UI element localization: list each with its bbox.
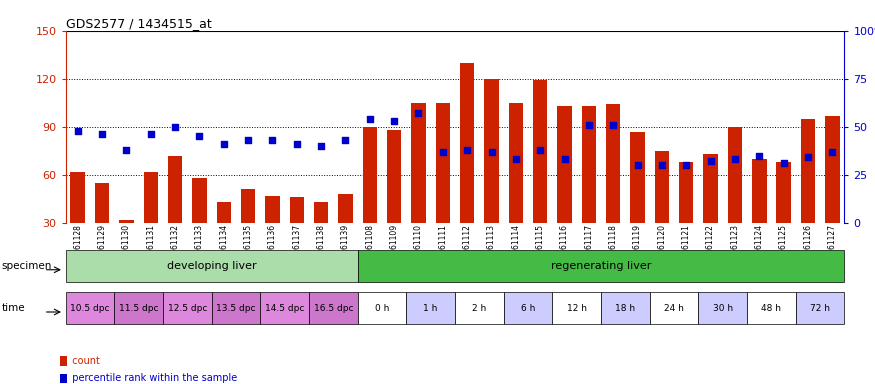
Bar (436, 103, 450, 271)
Point (387, 118, 401, 124)
Bar (484, 79, 499, 271)
Bar (654, 151, 669, 271)
Point (168, 124, 182, 130)
Point (631, 162, 645, 168)
Text: 10.5 dpc: 10.5 dpc (70, 304, 109, 313)
Bar (144, 172, 158, 271)
Bar (825, 116, 839, 271)
Bar (71, 172, 85, 271)
Bar (168, 156, 183, 271)
Point (436, 149, 450, 155)
Point (363, 116, 377, 122)
Text: 18 h: 18 h (615, 304, 635, 313)
Point (825, 149, 839, 155)
Point (801, 154, 815, 161)
Point (704, 158, 717, 164)
Bar (582, 106, 596, 271)
Bar (776, 162, 791, 271)
Point (654, 162, 668, 168)
Text: GDS2577 / 1434515_at: GDS2577 / 1434515_at (66, 17, 212, 30)
Point (509, 156, 523, 162)
Bar (704, 154, 717, 271)
Bar (679, 162, 694, 271)
Bar (362, 127, 377, 271)
Bar (119, 220, 134, 271)
Text: percentile rank within the sample: percentile rank within the sample (66, 373, 237, 383)
Point (339, 137, 353, 143)
Bar (411, 103, 426, 271)
Bar (192, 178, 206, 271)
Point (460, 147, 474, 153)
Text: 24 h: 24 h (664, 304, 684, 313)
Bar (606, 104, 620, 271)
Bar (94, 183, 109, 271)
Text: developing liver: developing liver (167, 261, 256, 271)
Text: regenerating liver: regenerating liver (551, 261, 651, 271)
Point (95, 131, 109, 137)
Point (144, 131, 158, 137)
Text: count: count (66, 356, 100, 366)
Point (533, 147, 547, 153)
Point (557, 156, 571, 162)
Text: 2 h: 2 h (473, 304, 487, 313)
Text: 16.5 dpc: 16.5 dpc (313, 304, 354, 313)
Bar (801, 119, 816, 271)
Bar (752, 159, 766, 271)
Bar (338, 194, 353, 271)
Point (752, 152, 766, 159)
Bar (241, 189, 256, 271)
Bar (387, 130, 402, 271)
Point (606, 122, 620, 128)
Point (242, 137, 256, 143)
Bar (508, 103, 523, 271)
Point (314, 143, 328, 149)
Bar (460, 63, 474, 271)
Point (192, 133, 206, 139)
Text: 14.5 dpc: 14.5 dpc (265, 304, 304, 313)
Text: time: time (2, 303, 25, 313)
Bar (314, 202, 328, 271)
Text: 12 h: 12 h (567, 304, 586, 313)
Bar (533, 80, 548, 271)
Point (120, 147, 134, 153)
Text: 1 h: 1 h (424, 304, 438, 313)
Point (290, 141, 304, 147)
Point (411, 110, 425, 116)
Point (71, 127, 85, 134)
Text: 30 h: 30 h (712, 304, 732, 313)
Text: 13.5 dpc: 13.5 dpc (216, 304, 256, 313)
Text: 6 h: 6 h (521, 304, 536, 313)
Bar (265, 195, 280, 271)
Point (679, 162, 693, 168)
Text: 11.5 dpc: 11.5 dpc (119, 304, 158, 313)
Point (776, 160, 790, 166)
Bar (728, 127, 742, 271)
Text: 72 h: 72 h (810, 304, 830, 313)
Bar (216, 202, 231, 271)
Text: 48 h: 48 h (761, 304, 781, 313)
Bar (630, 132, 645, 271)
Point (485, 149, 499, 155)
Text: specimen: specimen (2, 261, 52, 271)
Point (582, 122, 596, 128)
Bar (557, 106, 572, 271)
Text: 12.5 dpc: 12.5 dpc (168, 304, 207, 313)
Point (217, 141, 231, 147)
Text: 0 h: 0 h (374, 304, 389, 313)
Bar (290, 197, 304, 271)
Point (728, 156, 742, 162)
Point (265, 137, 279, 143)
